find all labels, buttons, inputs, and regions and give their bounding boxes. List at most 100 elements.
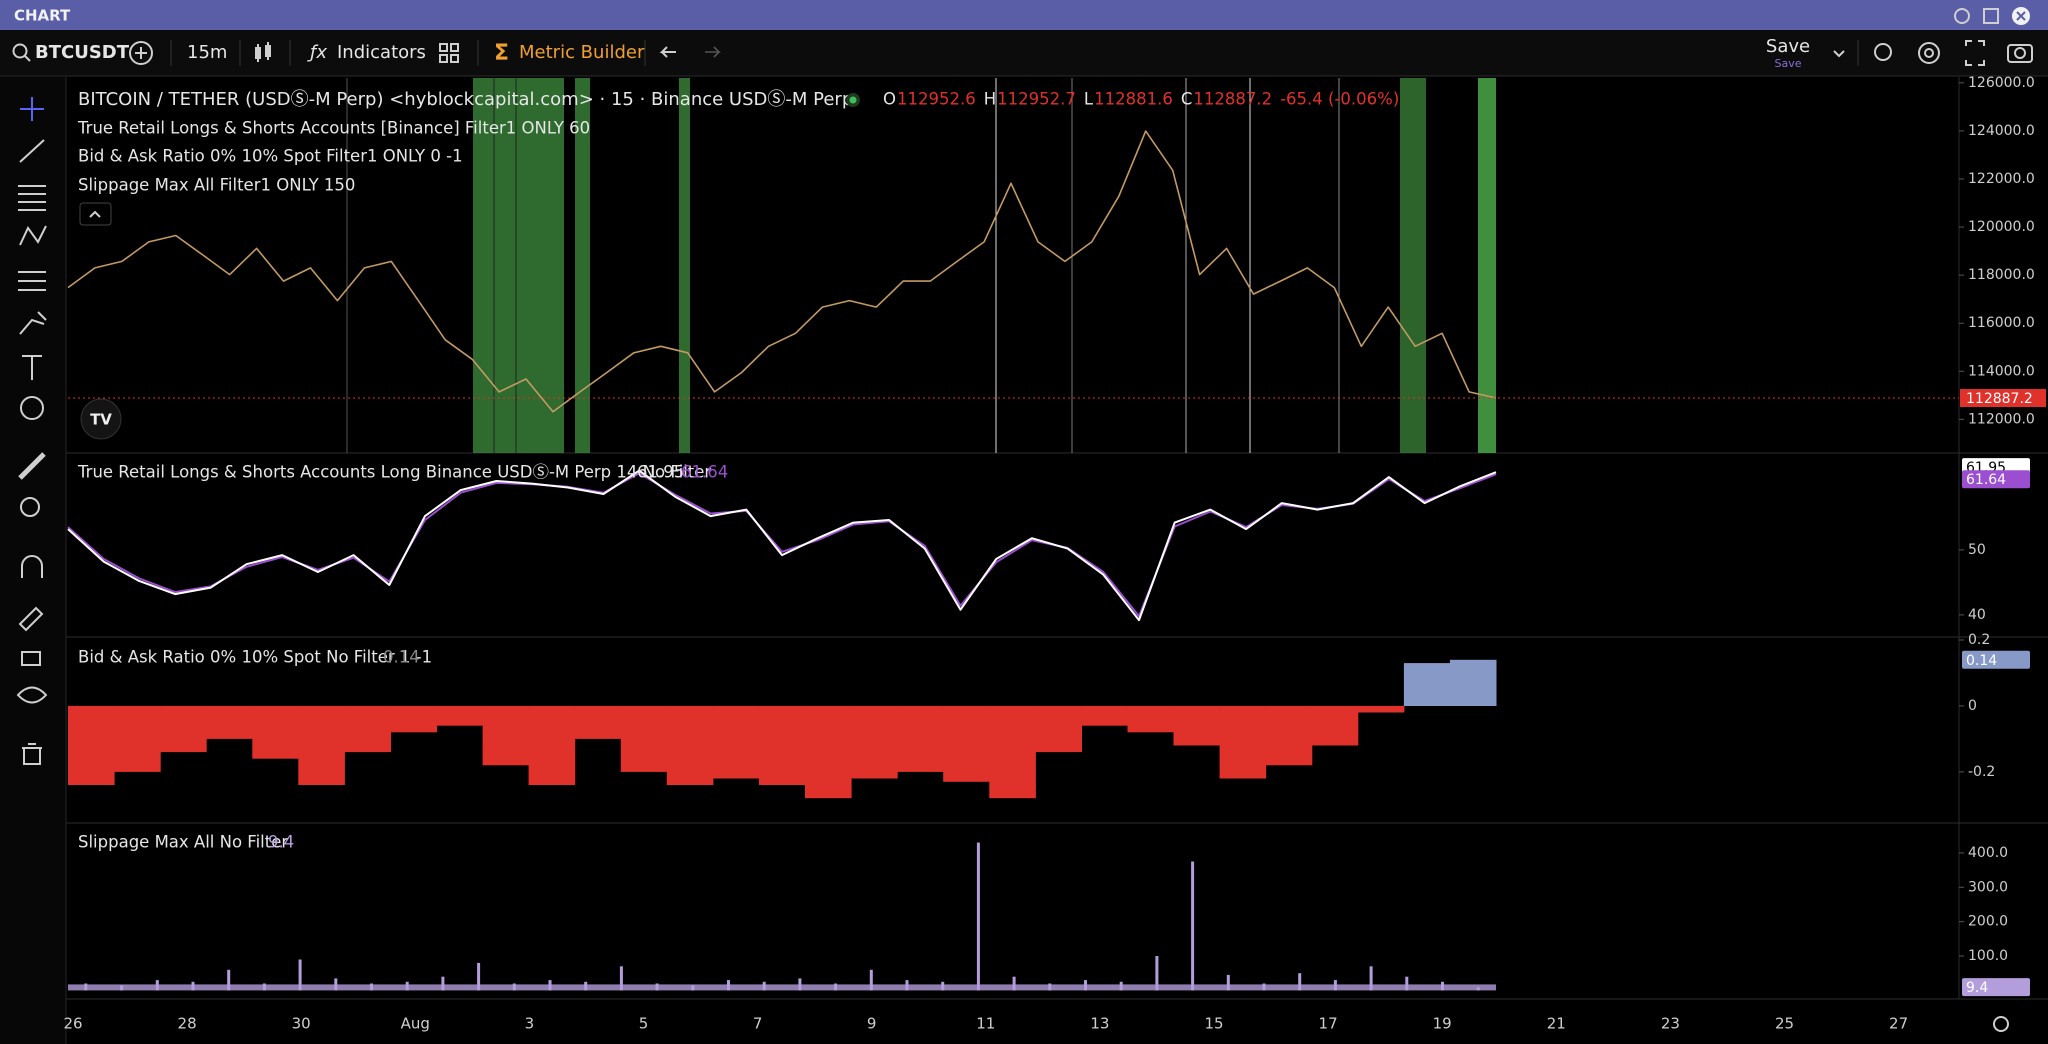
tv-logo[interactable] [80,398,122,440]
stay-drawing-tool[interactable] [18,606,44,632]
y-tick-label: 0 [1968,698,1977,714]
undo-icon[interactable] [659,46,676,58]
bar [344,705,391,753]
window-controls[interactable] [1954,7,2030,25]
interval[interactable]: 15m [187,42,227,63]
fullscreen-icon[interactable] [1965,40,1985,66]
crosshair-tool[interactable] [20,97,44,121]
bar [1357,705,1405,713]
save-caption: Save [1774,57,1801,70]
bar [298,705,345,785]
bar [851,705,898,779]
y-tick-label: 122000.0 [1968,171,2035,187]
x-tick-label: 3 [525,1015,535,1033]
signal-bands [346,78,1496,453]
delete-tool[interactable] [22,743,42,765]
ohlc-change: -65.4 (-0.06%) [1280,90,1399,109]
settings-icon[interactable] [1918,42,1940,64]
quick-search-icon[interactable] [1874,43,1892,61]
x-tick-label: 19 [1433,1015,1452,1033]
layout-cell [439,43,448,52]
x-tick-label: 25 [1775,1015,1794,1033]
signal-band [575,78,590,453]
save-dropdown[interactable] [1833,50,1845,58]
zoom-tool[interactable] [20,497,40,517]
last-value-box [1962,470,2030,489]
time-axis-settings[interactable] [1993,1016,2009,1032]
pattern-tool[interactable] [19,225,47,246]
refresh-icon[interactable] [1954,8,1970,24]
ohlc-legend: O 112952.6 H 112952.7 L 112881.6 C 112887.2 -65.… [883,90,1399,109]
x-tick-label: 28 [178,1015,197,1033]
last-value-marker: 9.4 [1962,978,2030,997]
redo-icon[interactable] [705,46,721,58]
bar [114,705,161,772]
snapshot-icon[interactable] [2007,44,2033,63]
ohlc-value: 112952.6 [897,90,976,109]
fib-tool[interactable] [18,185,46,211]
layout-cell [450,43,459,52]
ohlc-label: C [1181,90,1193,109]
bar [805,705,852,799]
chart-type-icon[interactable] [255,42,271,62]
bar [390,705,438,733]
popout-icon[interactable] [1983,8,1999,24]
collapse-legend[interactable] [79,202,112,226]
indicators-button[interactable]: Indicators [337,42,426,63]
bar [477,962,481,991]
bar [1081,705,1128,726]
last-price-marker: 112887.2 [1960,389,2046,408]
last-value-box [1962,978,2030,997]
sigma-icon[interactable]: Σ [494,41,509,66]
emoji-tool[interactable] [20,396,44,420]
fx-icon[interactable]: ƒx [307,42,327,63]
ohlc-value: 112881.6 [1094,90,1173,109]
ruler-tool[interactable] [18,452,46,480]
bar [943,705,990,782]
tool-icons [16,97,48,765]
search-icon[interactable] [12,43,28,59]
bar [574,705,622,739]
bar [1369,966,1373,991]
last-value-label: 9.4 [1966,980,1988,996]
bar [1173,705,1221,746]
ohlc-value: 112952.7 [997,90,1076,109]
save-button[interactable]: Save [1766,36,1810,57]
series-line [67,472,1497,618]
baseline-fill [68,984,1496,991]
ohlc-label: L [1084,90,1094,109]
x-tick-label: 23 [1661,1015,1680,1033]
pane-legend: Slippage Max All No Filter [78,833,288,852]
toolbar [0,30,2048,76]
symbol[interactable]: BTCUSDT [35,42,130,63]
x-tick-label: 27 [1889,1015,1908,1033]
x-tick-label: 9 [867,1015,877,1033]
tool-sidebar [0,77,66,1044]
magnet-tool[interactable] [21,555,43,578]
y-tick-label: 0.2 [1968,632,1990,648]
add-symbol[interactable] [129,41,153,65]
layout-icon[interactable] [439,43,459,63]
window-title: CHART [14,7,71,25]
signal-band [473,78,564,453]
bar [441,976,445,991]
lock-tool[interactable] [21,651,41,666]
brush-tool[interactable] [19,311,47,335]
ohlc-label: O [883,90,896,109]
bar [206,705,253,739]
pane-legend-value: 61.95 [637,463,684,482]
projection-tool[interactable] [18,271,46,291]
text-tool[interactable] [22,355,42,380]
bar [436,705,484,726]
trendline-tool[interactable] [19,139,45,163]
visibility-tool[interactable] [16,686,48,704]
y-tick-label: 50 [1968,542,1986,558]
bar [252,705,299,759]
last-value-label: 61.64 [1966,472,2006,488]
pane-legend-value: 61.64 [681,463,728,482]
last-value-marker: 0.14 [1962,650,2030,669]
metric-builder-button[interactable]: Metric Builder [519,42,645,63]
last-value-label: 0.14 [1966,653,1997,669]
